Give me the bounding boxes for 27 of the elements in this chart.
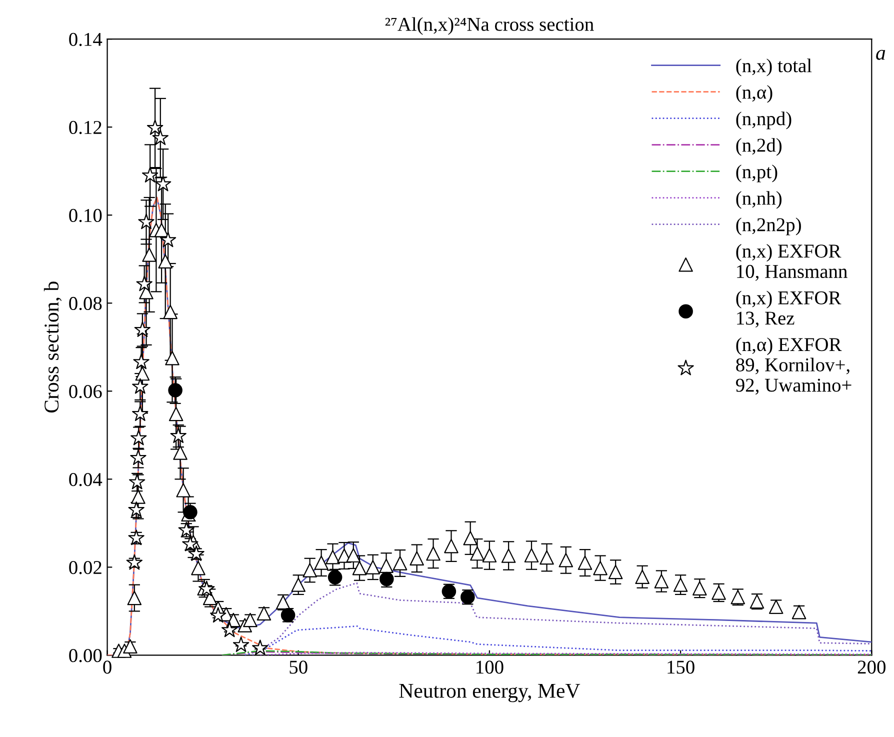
y-axis-title: Cross section, b <box>44 282 62 413</box>
legend-label: (n,α) EXFOR 89, Kornilov+, 92, Uwamino+ <box>736 337 852 395</box>
y-tick-label: 0.02 <box>69 560 102 574</box>
x-tick-label: 50 <box>290 660 308 674</box>
legend-label: (n,2n2p) <box>736 218 801 236</box>
x-tick-label: 100 <box>476 660 504 674</box>
y-tick-label: 0.10 <box>69 208 102 222</box>
legend-label: (n,2d) <box>736 138 782 156</box>
legend-label: (n,α) <box>736 85 772 103</box>
y-tick-label: 0.08 <box>69 296 102 310</box>
text: a <box>876 50 886 60</box>
chart-title: ²⁷Al(n,x)²⁴Na cross section <box>385 17 594 35</box>
y-tick-label: 0.06 <box>69 384 102 398</box>
x-axis-title: Neutron energy, MeV <box>399 684 580 702</box>
legend-label: (n,x) EXFOR 10, Hansmann <box>736 244 848 281</box>
legend-label: (n,pt) <box>736 164 778 182</box>
legend-label: (n,x) EXFOR 13, Rez <box>736 290 842 328</box>
legend-label: (n,nh) <box>736 191 782 209</box>
y-tick-label: 0.14 <box>69 32 102 46</box>
x-tick-label: 200 <box>858 660 886 674</box>
y-tick-label: 0.04 <box>69 472 102 486</box>
x-tick-label: 150 <box>668 660 694 674</box>
legend-label: (n,npd) <box>736 112 792 130</box>
legend-label: (n,x) total <box>736 58 812 76</box>
y-tick-label: 0.00 <box>69 649 102 662</box>
x-tick-label: 0 <box>103 660 112 674</box>
y-tick-label: 0.12 <box>69 120 102 134</box>
